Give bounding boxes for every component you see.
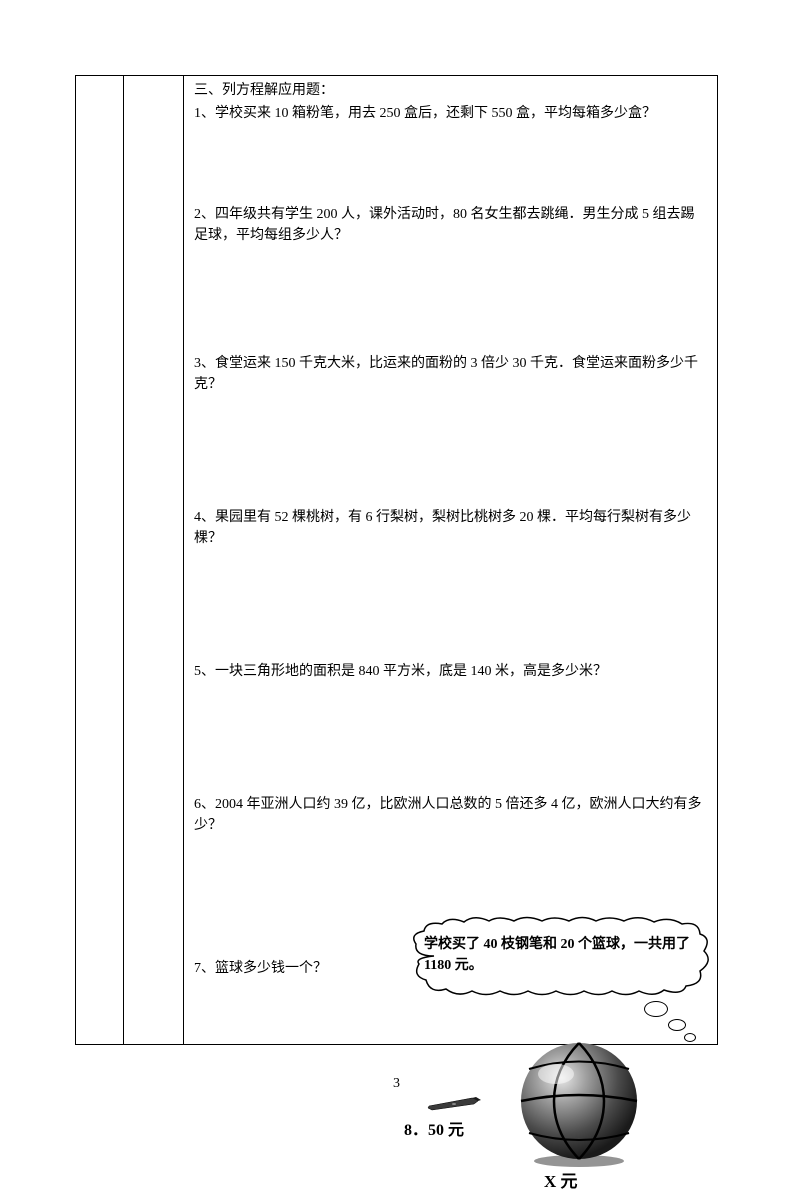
question-6: 6、2004 年亚洲人口约 39 亿，比欧洲人口总数的 5 倍还多 4 亿，欧洲…	[194, 794, 707, 836]
answer-space-5	[194, 684, 707, 794]
question-1: 1、学校买来 10 箱粉笔，用去 250 盒后，还剩下 550 盒，平均每箱多少…	[194, 103, 707, 124]
answer-space-3	[194, 397, 707, 507]
answer-space-2	[194, 248, 707, 353]
pen-icon	[424, 1094, 484, 1114]
speech-bubble-group: 学校买了 40 枝钢笔和 20 个篮球，一共用了 1180 元。	[394, 916, 744, 996]
worksheet-table: 三、列方程解应用题： 1、学校买来 10 箱粉笔，用去 250 盒后，还剩下 5…	[75, 75, 718, 1045]
worksheet-page: 三、列方程解应用题： 1、学校买来 10 箱粉笔，用去 250 盒后，还剩下 5…	[0, 0, 793, 1122]
thought-cloud: 学校买了 40 枝钢笔和 20 个篮球，一共用了 1180 元。	[404, 916, 714, 996]
items-illustration: 8．50 元	[194, 1024, 707, 1194]
question-7-row: 7、篮球多少钱一个？ 学校买了 40 枝钢笔和 20 个篮球，一共用了 1180…	[194, 926, 707, 979]
table-column-1	[76, 76, 124, 1044]
answer-space-1	[194, 126, 707, 204]
ball-price-label: X 元	[544, 1169, 578, 1195]
basketball-icon	[514, 1039, 644, 1169]
table-column-2	[124, 76, 184, 1044]
question-3: 3、食堂运来 150 千克大米，比运来的面粉的 3 倍少 30 千克．食堂运来面…	[194, 353, 707, 395]
section-title: 三、列方程解应用题：	[194, 80, 707, 101]
content-column: 三、列方程解应用题： 1、学校买来 10 箱粉笔，用去 250 盒后，还剩下 5…	[184, 76, 717, 1044]
question-4: 4、果园里有 52 棵桃树，有 6 行梨树，梨树比桃树多 20 棵．平均每行梨树…	[194, 507, 707, 549]
answer-space-4	[194, 551, 707, 661]
question-5: 5、一块三角形地的面积是 840 平方米，底是 140 米，高是多少米？	[194, 661, 707, 682]
question-7: 7、篮球多少钱一个？	[194, 926, 327, 979]
cloud-text: 学校买了 40 枝钢笔和 20 个篮球，一共用了 1180 元。	[424, 934, 694, 976]
pen-price-label: 8．50 元	[404, 1119, 464, 1143]
question-2: 2、四年级共有学生 200 人，课外活动时，80 名女生都去跳绳．男生分成 5 …	[194, 204, 707, 246]
page-number: 3	[0, 1076, 793, 1092]
thought-bubble-1	[644, 1001, 668, 1017]
